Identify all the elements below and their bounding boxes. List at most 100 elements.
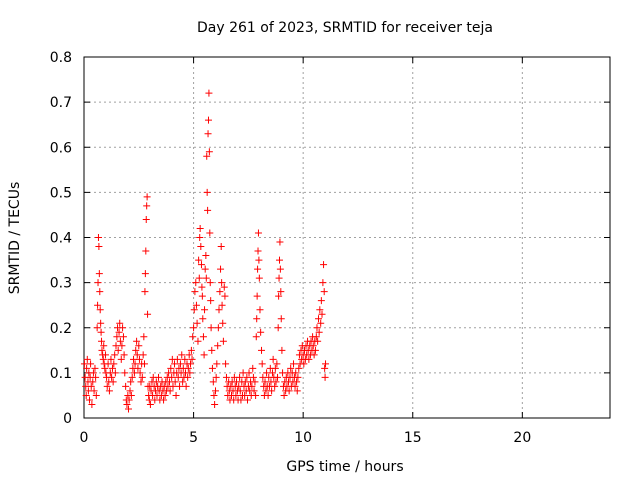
- data-point: [222, 360, 230, 368]
- data-point: [124, 405, 132, 413]
- data-point: [89, 378, 97, 386]
- data-point: [253, 292, 261, 300]
- data-point: [91, 364, 99, 372]
- data-point: [135, 355, 143, 363]
- data-point: [194, 337, 202, 345]
- data-point: [214, 324, 222, 332]
- data-point: [94, 279, 102, 287]
- data-point: [245, 369, 253, 377]
- data-point: [201, 265, 209, 273]
- data-point: [132, 346, 140, 354]
- data-point: [143, 202, 151, 210]
- data-point: [178, 351, 186, 359]
- data-point: [94, 301, 102, 309]
- data-point: [278, 346, 286, 354]
- data-point: [121, 369, 129, 377]
- data-point: [251, 378, 259, 386]
- data-point: [269, 355, 277, 363]
- data-point: [176, 382, 184, 390]
- data-point: [96, 288, 104, 296]
- data-point: [317, 297, 325, 305]
- data-point: [87, 360, 95, 368]
- data-point: [254, 265, 262, 273]
- data-point: [241, 391, 249, 399]
- data-point: [185, 351, 193, 359]
- axis-ticks: 0 0.1 0.2 0.3 0.4 0.5 0.6 0.7 0.8 0 5 10 15 20: [50, 50, 610, 446]
- data-point: [115, 328, 123, 336]
- data-point: [98, 337, 106, 345]
- data-point: [300, 360, 308, 368]
- y-tick-label: 0.4: [50, 231, 72, 247]
- data-point: [206, 229, 214, 237]
- data-point: [215, 306, 223, 314]
- data-point: [277, 315, 285, 323]
- data-point: [134, 364, 142, 372]
- data-point: [321, 364, 329, 372]
- data-point: [146, 400, 154, 408]
- data-point: [315, 328, 323, 336]
- data-point: [205, 148, 213, 156]
- data-point: [128, 373, 136, 381]
- data-point: [167, 364, 175, 372]
- data-point: [204, 206, 212, 214]
- data-point: [187, 360, 195, 368]
- data-point: [290, 360, 298, 368]
- data-point: [254, 247, 262, 255]
- data-point: [218, 301, 226, 309]
- data-point: [254, 229, 262, 237]
- data-point: [142, 247, 150, 255]
- data-point: [97, 319, 105, 327]
- data-point: [219, 319, 227, 327]
- data-point: [316, 306, 324, 314]
- data-point: [274, 373, 282, 381]
- data-point: [111, 351, 119, 359]
- data-point: [309, 342, 317, 350]
- data-point: [90, 387, 98, 395]
- data-point: [315, 315, 323, 323]
- data-point: [105, 387, 113, 395]
- data-point: [217, 243, 225, 251]
- data-point: [271, 364, 279, 372]
- data-point: [89, 369, 97, 377]
- data-point: [176, 360, 184, 368]
- data-point: [203, 188, 211, 196]
- data-point: [85, 396, 93, 404]
- y-tick-label: 0.6: [50, 140, 72, 156]
- data-point: [99, 355, 107, 363]
- data-point: [206, 279, 214, 287]
- grid-lines: [84, 57, 610, 418]
- data-point: [202, 252, 210, 260]
- data-point: [130, 355, 138, 363]
- data-point: [311, 346, 319, 354]
- data-point: [116, 337, 124, 345]
- data-point: [239, 369, 247, 377]
- data-point: [103, 382, 111, 390]
- data-point: [295, 364, 303, 372]
- data-point: [293, 387, 301, 395]
- data-point: [314, 337, 322, 345]
- data-point: [221, 292, 229, 300]
- y-tick-label: 0: [63, 411, 72, 427]
- data-point: [160, 396, 168, 404]
- data-point: [195, 256, 203, 264]
- data-points: [80, 89, 330, 413]
- data-point: [275, 274, 283, 282]
- x-tick-label: 10: [294, 430, 312, 446]
- data-point: [276, 238, 284, 246]
- data-point: [318, 310, 326, 318]
- data-point: [207, 324, 215, 332]
- data-point: [212, 387, 219, 395]
- data-point: [259, 373, 267, 381]
- y-tick-label: 0.3: [50, 276, 72, 292]
- data-point: [80, 360, 88, 368]
- data-point: [287, 364, 295, 372]
- data-point: [199, 315, 207, 323]
- data-point: [217, 265, 225, 273]
- data-point: [207, 297, 215, 305]
- x-tick-label: 20: [513, 430, 531, 446]
- y-tick-label: 0.8: [50, 50, 72, 66]
- data-point: [313, 324, 321, 332]
- data-point: [220, 283, 228, 291]
- data-point: [257, 328, 265, 336]
